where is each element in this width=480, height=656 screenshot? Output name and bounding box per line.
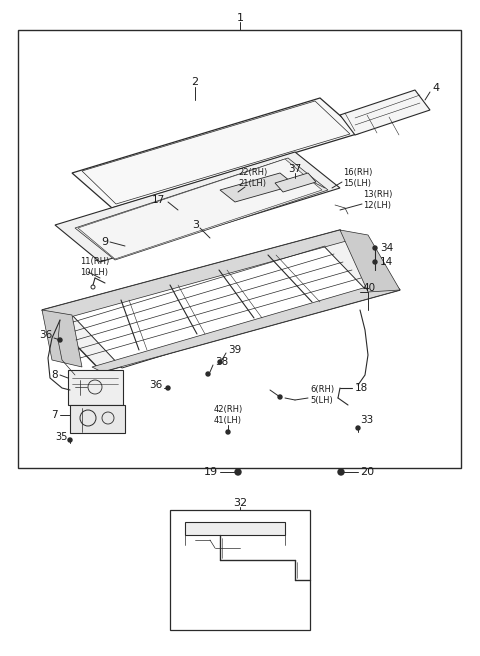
Polygon shape [185,522,285,535]
Polygon shape [55,152,340,262]
Text: 39: 39 [228,345,241,355]
Text: 1: 1 [237,13,243,23]
Text: 19: 19 [204,467,218,477]
Circle shape [373,260,377,264]
Circle shape [218,360,222,364]
Polygon shape [340,230,400,292]
Text: 42(RH)
41(LH): 42(RH) 41(LH) [214,405,242,424]
Polygon shape [220,173,295,202]
Text: 6(RH)
5(LH): 6(RH) 5(LH) [310,385,334,405]
Polygon shape [72,240,368,368]
Text: 36: 36 [39,330,52,340]
Circle shape [235,469,241,475]
Polygon shape [340,90,430,135]
Text: 7: 7 [51,410,58,420]
Circle shape [373,246,377,250]
Text: 3: 3 [192,220,199,230]
Text: 8: 8 [51,370,58,380]
Text: 18: 18 [355,383,368,393]
Bar [68,370,123,405]
Text: 38: 38 [215,357,228,367]
Text: 35: 35 [56,432,68,442]
Circle shape [68,438,72,442]
Bar [18,30,461,468]
Polygon shape [42,310,82,367]
Polygon shape [275,173,316,192]
Text: 2: 2 [192,77,199,87]
Circle shape [206,372,210,376]
Text: 9: 9 [101,237,108,247]
Circle shape [338,469,344,475]
Circle shape [226,430,230,434]
Text: 34: 34 [380,243,393,253]
Text: 11(RH)
10(LH): 11(RH) 10(LH) [80,257,109,277]
Text: 36: 36 [149,380,162,390]
Bar [70,405,125,433]
Text: 40: 40 [362,283,375,293]
Text: 37: 37 [288,164,301,174]
Text: 14: 14 [380,257,393,267]
Text: 13(RH)
12(LH): 13(RH) 12(LH) [363,190,392,210]
Circle shape [166,386,170,390]
Text: 4: 4 [432,83,439,93]
Text: 33: 33 [360,415,373,425]
Text: 32: 32 [233,498,247,508]
Bar [170,510,310,630]
Polygon shape [92,286,400,372]
Polygon shape [72,98,360,208]
Polygon shape [78,159,322,259]
Polygon shape [75,158,328,260]
Circle shape [58,338,62,342]
Text: 22(RH)
21(LH): 22(RH) 21(LH) [238,169,267,188]
Polygon shape [42,230,400,372]
Polygon shape [42,230,350,322]
Circle shape [356,426,360,430]
Text: 17: 17 [152,195,165,205]
Text: 20: 20 [360,467,374,477]
Text: 16(RH)
15(LH): 16(RH) 15(LH) [343,169,372,188]
Circle shape [278,395,282,399]
